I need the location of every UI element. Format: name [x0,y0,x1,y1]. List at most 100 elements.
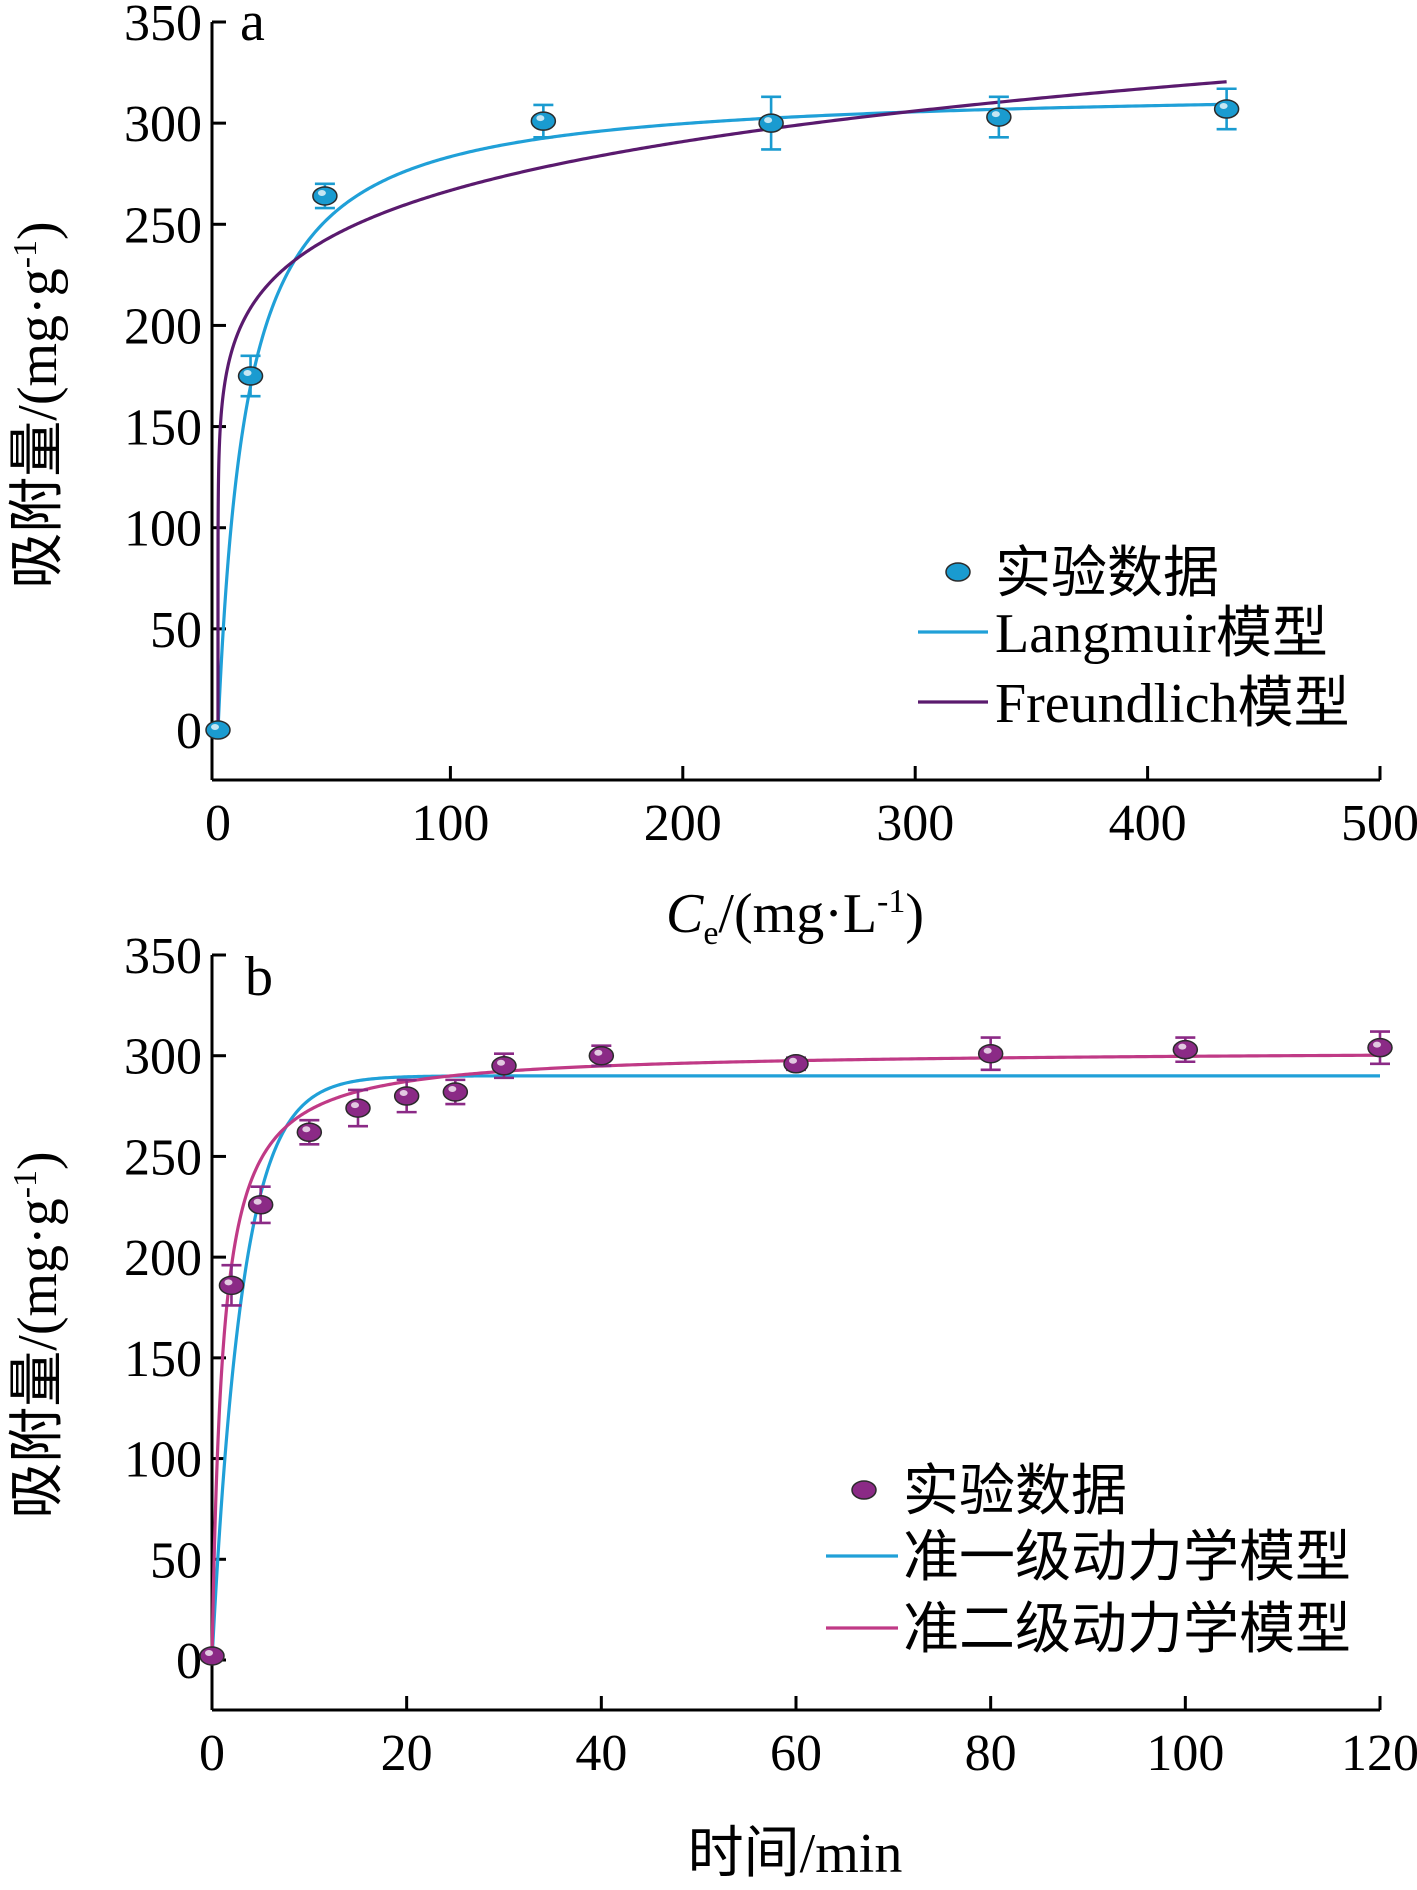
y-tick-label: 150 [124,1331,202,1388]
legend-b: 实验数据 准一级动力学模型 准二级动力学模型 [826,1461,1351,1661]
data-point [442,1078,469,1106]
x-axis-title-a-sup: -1 [877,883,905,920]
x-tick-label: 60 [770,1725,822,1782]
legend-a-item-fit1: Langmuir模型 [995,603,1328,665]
y-tick-label: 200 [124,298,202,355]
legend-b-item-data: 实验数据 [903,1461,1127,1523]
x-axis-title-a-sub: e [703,915,718,952]
data-marker-highlight [448,1085,457,1092]
data-marker-highlight [399,1090,408,1096]
y-axis-title-b-close: ) [7,1151,69,1170]
y-tick-label: 200 [124,1230,202,1287]
data-point [1213,87,1240,131]
legend-a-marker-icon [945,562,971,582]
data-point [345,1088,371,1128]
data-marker [758,113,784,133]
data-marker [783,1054,809,1074]
legend-a-item-fit2: Freundlich模型 [995,673,1350,735]
data-marker [345,1098,371,1118]
data-marker-highlight [991,111,1000,118]
data-marker-highlight [983,1047,992,1054]
x-tick-label: 300 [876,795,954,852]
x-tick-label: 100 [411,795,489,852]
x-tick-label: 100 [1146,1725,1224,1782]
legend-a: 实验数据 Langmuir模型 Freundlich模型 [918,543,1350,735]
x-axis-title-a-unit: /(mg·L [718,883,877,945]
data-point [491,1052,517,1080]
data-marker-highlight [224,1279,233,1286]
data-point [977,1036,1004,1072]
data-point [986,95,1012,139]
y-axis-title-a-close: ) [7,221,69,240]
y-tick-label: 100 [124,501,202,558]
data-marker-highlight [1219,102,1228,109]
data-marker [588,1045,615,1066]
y-axis-title-a: 吸附量/(mg·g-1) [7,221,69,588]
y-tick-label: 50 [150,602,202,659]
data-marker [247,1195,274,1215]
x-tick-label: 200 [644,795,722,852]
data-marker [977,1043,1004,1064]
x-tick-label: 0 [205,795,231,852]
data-point [393,1078,420,1114]
y-axis-title-b-sup: -1 [7,1170,44,1198]
data-marker-highlight [243,370,252,376]
ticks-a: 0 100 200 300 400 500 0 50 100 150 200 250 300 350 [124,0,1417,852]
data-marker-highlight [764,117,773,124]
data-marker-highlight [317,189,326,196]
data-point [218,1263,245,1307]
data-marker [1213,99,1240,119]
data-point [783,1054,809,1074]
x-tick-label: 80 [965,1725,1017,1782]
y-axis-title-a-main: 吸附量/(mg·g [7,268,69,588]
plot-area-b: 0 20 40 60 80 100 120 0 50 100 150 200 250 300 350 [124,928,1417,1782]
data-marker [199,1646,225,1666]
data-points-b [199,1030,1393,1666]
ticks-b: 0 20 40 60 80 100 120 0 50 100 150 200 250 300 350 [124,928,1417,1782]
y-tick-label: 150 [124,400,202,457]
y-tick-label: 250 [124,1129,202,1186]
y-axis-title-b-main: 吸附量/(mg·g [7,1198,69,1518]
x-tick-label: 400 [1109,795,1187,852]
data-marker [530,111,557,131]
y-tick-label: 0 [176,1633,202,1690]
x-tick-label: 40 [575,1725,627,1782]
data-marker [393,1086,420,1106]
data-point [247,1185,274,1225]
data-marker [986,107,1012,127]
data-marker-highlight [302,1126,311,1133]
x-axis-title-a-close: ) [905,883,924,945]
legend-b-item-fit2: 准二级动力学模型 [903,1599,1351,1661]
data-marker-highlight [789,1057,797,1064]
x-tick-label: 120 [1341,1725,1417,1782]
data-marker [312,186,338,206]
x-tick-label: 500 [1341,795,1417,852]
data-points-a [205,87,1240,740]
x-tick-label: 0 [199,1725,225,1782]
y-tick-label: 300 [124,1029,202,1086]
legend-b-item-fit1: 准一级动力学模型 [903,1527,1351,1589]
panel-label-b: b [245,946,273,1008]
data-point [237,354,264,398]
data-point [1172,1036,1199,1064]
x-axis-title-b: 时间/min [688,1823,903,1885]
y-tick-label: 0 [176,703,202,760]
y-axis-title-a-sup: -1 [7,240,44,268]
fit-curves-a [216,80,1227,731]
data-marker-highlight [351,1102,359,1109]
data-point [758,95,784,151]
data-marker [491,1056,517,1076]
data-marker [205,720,231,740]
legend-a-item-data: 实验数据 [995,543,1219,605]
y-tick-label: 250 [124,197,202,254]
data-marker-highlight [211,724,219,730]
data-marker-highlight [536,115,545,122]
data-marker [1367,1037,1393,1058]
legend-b-marker-icon [851,1480,877,1500]
data-point [205,720,231,740]
data-point [199,1646,225,1666]
data-marker [218,1275,245,1296]
data-marker-highlight [1178,1043,1187,1050]
data-marker-highlight [205,1649,213,1656]
data-marker-highlight [1373,1041,1381,1048]
